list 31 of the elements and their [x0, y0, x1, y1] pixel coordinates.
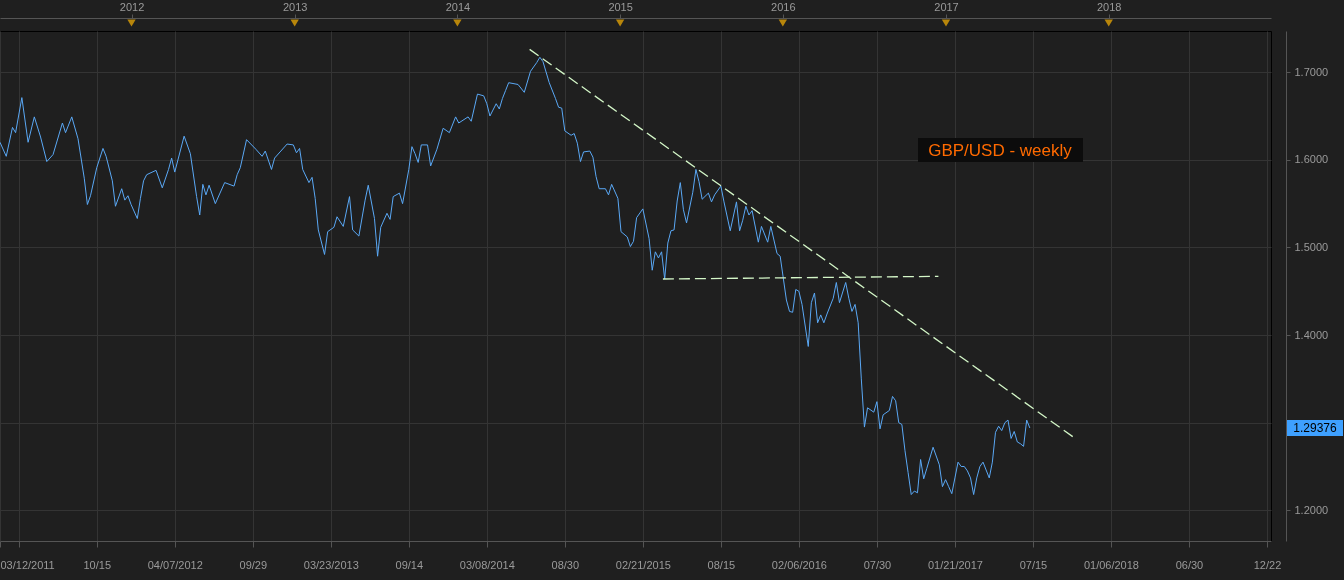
y-tick-label: 1.6000 [1294, 153, 1329, 166]
text: GBP/USD - weekly [928, 141, 1073, 160]
x-tick-label: 07/30 [863, 558, 892, 571]
y-tick-label: 1.5000 [1294, 240, 1329, 253]
x-tick-label: 10/15 [83, 558, 112, 571]
y-tick-label: 1.7000 [1294, 65, 1329, 78]
x-tick-label: 01/21/2017 [927, 558, 983, 571]
x-tick-label: 06/30 [1175, 558, 1204, 571]
x-tick-label: 09/29 [239, 558, 268, 571]
x-tick-label: 07/15 [1019, 558, 1048, 571]
x-tick-label: 02/21/2015 [615, 558, 671, 571]
x2-tick-label: 2013 [282, 0, 308, 13]
x-tick-label: 09/14 [395, 558, 424, 571]
x2-tick-label: 2015 [608, 0, 633, 13]
x-tick-label: 03/23/2013 [303, 558, 359, 571]
x2-tick-label: 2018 [1096, 0, 1122, 13]
x2-tick-label: 2012 [119, 0, 145, 13]
y-tick-label: 1.2000 [1294, 503, 1329, 516]
x2-tick-label: 2016 [771, 0, 796, 13]
x-tick-label: 12/22 [1253, 558, 1282, 571]
text: 1.29376 [1293, 420, 1338, 435]
x2-tick-label: 2017 [934, 0, 959, 13]
x-tick-label: 02/06/2016 [771, 558, 827, 571]
x-tick-label: 03/08/2014 [459, 558, 515, 571]
x-tick-label: 04/07/2012 [147, 558, 203, 571]
y-tick-label: 1.4000 [1294, 328, 1329, 341]
x-tick-label: 01/06/2018 [1083, 558, 1139, 571]
x-tick-label: 08/30 [551, 558, 580, 571]
x-tick-label: 03/12/2011 [0, 558, 55, 571]
x-tick-label: 08/15 [707, 558, 736, 571]
x2-tick-label: 2014 [445, 0, 471, 13]
